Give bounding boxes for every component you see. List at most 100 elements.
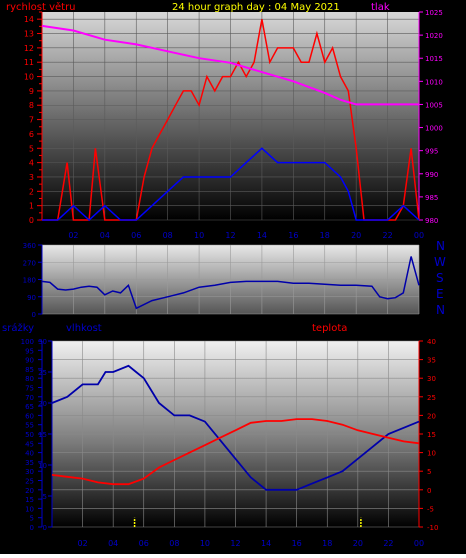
rain-ytick-label: 20: [25, 487, 34, 495]
rain-ytick-label: 60: [25, 412, 34, 420]
rain-ytick-label: 80: [25, 375, 34, 383]
rain-ytick-label: 0: [30, 524, 34, 532]
wind-ytick-label: 6: [29, 130, 34, 139]
wind-xtick-label: 12: [225, 231, 235, 240]
wind-ytick-label: 12: [24, 44, 34, 53]
temperature-axis-title: teplota: [312, 323, 347, 334]
compass-n-bottom: N: [436, 303, 445, 317]
wind-xtick-label: 06: [131, 231, 141, 240]
wind-ytick-label: 5: [29, 144, 34, 153]
humidity-ytick-label: 20: [38, 400, 47, 408]
pressure-ytick-label: 1020: [425, 32, 443, 40]
wind-ytick-label: 0: [29, 216, 34, 225]
wind-ytick-label: 9: [29, 87, 34, 96]
chart-title: 24 hour graph day : 04 May 2021: [172, 2, 340, 13]
direction-ytick-label: 0: [32, 311, 36, 319]
wind-direction-line: [41, 256, 420, 310]
pressure-ytick-label: 1000: [425, 125, 443, 133]
temp-xtick-label: 22: [383, 539, 393, 548]
rain-ytick-label: 30: [25, 468, 34, 476]
humidity-ytick-label: 0: [43, 524, 47, 532]
wind-xtick-label: 20: [351, 231, 361, 240]
wind-gust-line: [42, 147, 420, 222]
compass-s: S: [436, 271, 444, 285]
humidity-axis-title: vlhkost: [66, 323, 102, 334]
pressure-ytick-label: 995: [425, 148, 438, 156]
temp-xtick-label: 06: [139, 539, 149, 548]
humidity-ytick-label: 15: [38, 431, 47, 439]
rain-ytick-label: 75: [25, 385, 34, 393]
direction-ytick-label: 90: [27, 294, 36, 302]
pressure-ytick-label: 1005: [425, 101, 443, 109]
rain-ytick-label: 45: [25, 440, 34, 448]
compass-w: W: [434, 255, 446, 269]
temp-ytick-label: 25: [427, 394, 436, 402]
pressure-ytick-label: 1025: [425, 9, 443, 17]
tick-layer: 02 04 06 08 10 12 14 16 18 20 22 000123456789101112…: [21, 9, 443, 548]
wind-ytick-label: 1: [29, 202, 34, 211]
compass-n-top: N: [436, 239, 445, 253]
temp-xtick-label: 16: [292, 539, 302, 548]
temp-xtick-label: 00: [414, 539, 424, 548]
humidity-ytick-label: 10: [38, 462, 47, 470]
rain-ytick-label: 10: [25, 505, 34, 513]
rain-ytick-label: 35: [25, 459, 34, 467]
temp-xtick-label: 02: [77, 539, 87, 548]
direction-ytick-label: 270: [23, 259, 36, 267]
pressure-line: [41, 24, 419, 106]
wind-ytick-label: 4: [29, 159, 34, 168]
humidity-ytick-label: 30: [38, 338, 47, 346]
rain-ytick-label: 90: [25, 357, 34, 365]
humidity-ytick-label: 25: [38, 369, 47, 377]
pressure-ytick-label: 1015: [425, 55, 443, 63]
wind-xtick-label: 14: [257, 231, 267, 240]
wind-xtick-label: 16: [288, 231, 298, 240]
temperature-line: [51, 418, 420, 486]
rain-ytick-label: 5: [30, 515, 34, 523]
rain-ytick-label: 85: [25, 366, 34, 374]
wind-xtick-label: 02: [68, 231, 78, 240]
wind-xtick-label: 04: [100, 231, 110, 240]
wind-ytick-label: 10: [24, 73, 34, 82]
temp-xtick-label: 10: [200, 539, 210, 548]
pressure-ytick-label: 1010: [425, 78, 443, 86]
temp-ytick-label: 40: [427, 338, 436, 346]
wind-xtick-label: 08: [163, 231, 173, 240]
wind-xtick-label: 18: [320, 231, 330, 240]
rain-ytick-label: 15: [25, 496, 34, 504]
wind-ytick-label: 7: [29, 116, 34, 125]
series-layer: [41, 19, 420, 527]
temp-ytick-label: 15: [427, 431, 436, 439]
temp-ytick-label: 0: [427, 487, 431, 495]
pressure-axis-title: tlak: [371, 2, 390, 13]
wind-axis-title: rychlost větru: [6, 1, 76, 13]
temp-ytick-label: 10: [427, 450, 436, 458]
temp-ytick-label: 35: [427, 357, 436, 365]
wind-ytick-label: 3: [29, 173, 34, 182]
compass-e: E: [436, 287, 444, 301]
pressure-ytick-label: 980: [425, 217, 438, 225]
pressure-ytick-label: 985: [425, 194, 438, 202]
humidity-line: [51, 364, 420, 491]
wind-xtick-label: 10: [194, 231, 204, 240]
direction-ytick-label: 180: [23, 277, 36, 285]
temp-ytick-label: -10: [427, 524, 438, 532]
wind-xtick-label: 00: [414, 231, 424, 240]
temp-xtick-label: 14: [261, 539, 271, 548]
wind-xtick-label: 22: [382, 231, 392, 240]
wind-ytick-label: 13: [24, 30, 34, 39]
temp-ytick-label: 30: [427, 375, 436, 383]
rain-ytick-label: 40: [25, 450, 34, 458]
temp-ytick-label: -5: [427, 505, 434, 513]
rain-ytick-label: 55: [25, 422, 34, 430]
humidity-ytick-label: 5: [43, 493, 47, 501]
rain-ytick-label: 100: [21, 338, 34, 346]
rain-ytick-label: 25: [25, 478, 34, 486]
wind-ytick-label: 2: [29, 187, 34, 196]
temp-ytick-label: 20: [427, 412, 436, 420]
rain-ytick-label: 65: [25, 403, 34, 411]
temp-xtick-label: 12: [230, 539, 240, 548]
rain-axis-title: srážky: [2, 322, 34, 334]
